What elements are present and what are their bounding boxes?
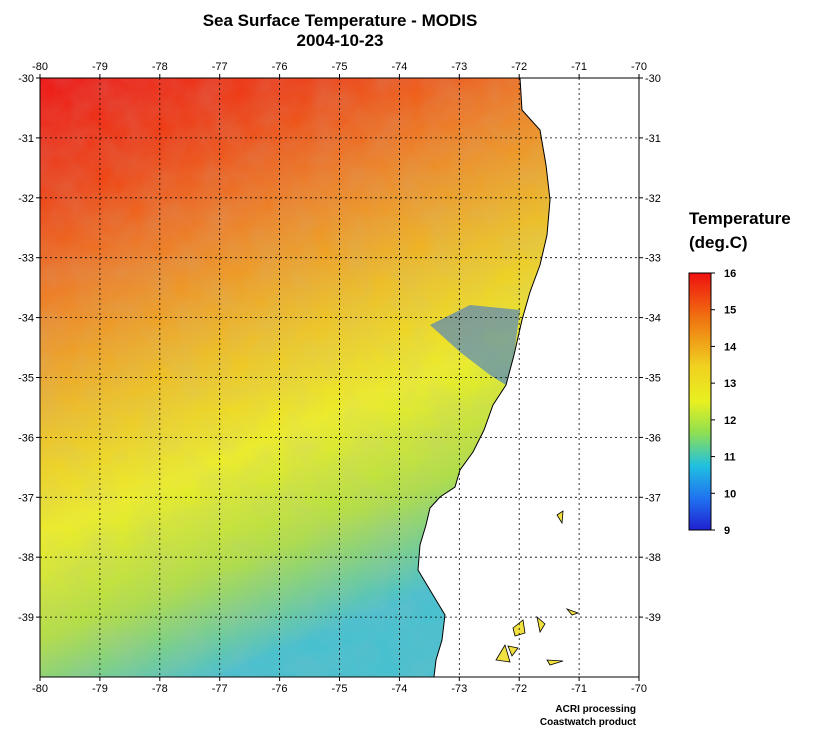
lon-label-bottom: -78	[152, 683, 168, 695]
map-title: Sea Surface Temperature - MODIS	[202, 11, 478, 30]
lon-label-bottom: -71	[571, 683, 587, 695]
lon-label-top: -78	[152, 61, 168, 73]
lat-label-right: -32	[645, 193, 661, 205]
colorbar	[688, 272, 712, 531]
credit-product: Coastwatch product	[539, 717, 636, 728]
lon-label-top: -71	[571, 61, 587, 73]
lon-label-top: -80	[32, 61, 48, 73]
lon-label-bottom: -76	[272, 683, 288, 695]
lon-label-top: -73	[451, 61, 467, 73]
lat-label-left: -33	[18, 253, 34, 265]
lat-label-left: -39	[18, 612, 34, 624]
colorbar-label: 13	[724, 378, 736, 390]
lon-label-bottom: -70	[631, 683, 647, 695]
colorbar-label: 12	[724, 415, 736, 427]
lat-label-left: -30	[18, 73, 34, 85]
lat-label-right: -35	[645, 373, 661, 385]
lat-label-right: -38	[645, 552, 661, 564]
lat-label-right: -30	[645, 73, 661, 85]
lon-label-bottom: -79	[92, 683, 108, 695]
lon-label-top: -79	[92, 61, 108, 73]
lat-label-left: -37	[18, 492, 34, 504]
coastline	[417, 78, 551, 677]
colorbar-ticks: 16 15 14 13 12 11 10 9	[711, 268, 737, 537]
lon-label-top: -76	[272, 61, 288, 73]
lon-label-top: -70	[631, 61, 647, 73]
lat-label-right: -37	[645, 492, 661, 504]
colorbar-label: 16	[724, 268, 736, 280]
lat-label-left: -31	[18, 133, 34, 145]
colorbar-label: 14	[724, 341, 737, 353]
legend-title: Temperature	[689, 209, 791, 228]
lat-label-left: -35	[18, 373, 34, 385]
credit-processing: ACRI processing	[555, 704, 636, 715]
colorbar-label: 11	[724, 452, 736, 464]
lat-label-left: -32	[18, 193, 34, 205]
lon-label-bottom: -73	[451, 683, 467, 695]
lon-label-bottom: -80	[32, 683, 48, 695]
lat-label-right: -33	[645, 253, 661, 265]
lat-label-left: -34	[18, 313, 34, 325]
lat-label-left: -38	[18, 552, 34, 564]
colorbar-label: 15	[724, 305, 736, 317]
legend-unit: (deg.C)	[689, 233, 748, 252]
lat-label-right: -31	[645, 133, 661, 145]
coastal-upwelling	[430, 305, 520, 385]
colorbar-label: 9	[724, 525, 730, 537]
lat-label-right: -36	[645, 432, 661, 444]
lon-label-bottom: -75	[332, 683, 348, 695]
lon-label-bottom: -77	[212, 683, 228, 695]
lat-label-right: -39	[645, 612, 661, 624]
lon-label-bottom: -74	[391, 683, 407, 695]
lon-label-top: -72	[511, 61, 527, 73]
lat-label-right: -34	[645, 313, 661, 325]
lon-label-top: -77	[212, 61, 228, 73]
lon-label-bottom: -72	[511, 683, 527, 695]
axis-ticks: -80 -80 -79 -79 -78 -78 -77 -77 -76 -76 -75 -75 -74 -…	[18, 61, 661, 695]
lon-label-top: -75	[332, 61, 348, 73]
lat-label-left: -36	[18, 432, 34, 444]
colorbar-label: 10	[724, 488, 736, 500]
map-date: 2004-10-23	[296, 31, 384, 50]
lon-label-top: -74	[391, 61, 407, 73]
